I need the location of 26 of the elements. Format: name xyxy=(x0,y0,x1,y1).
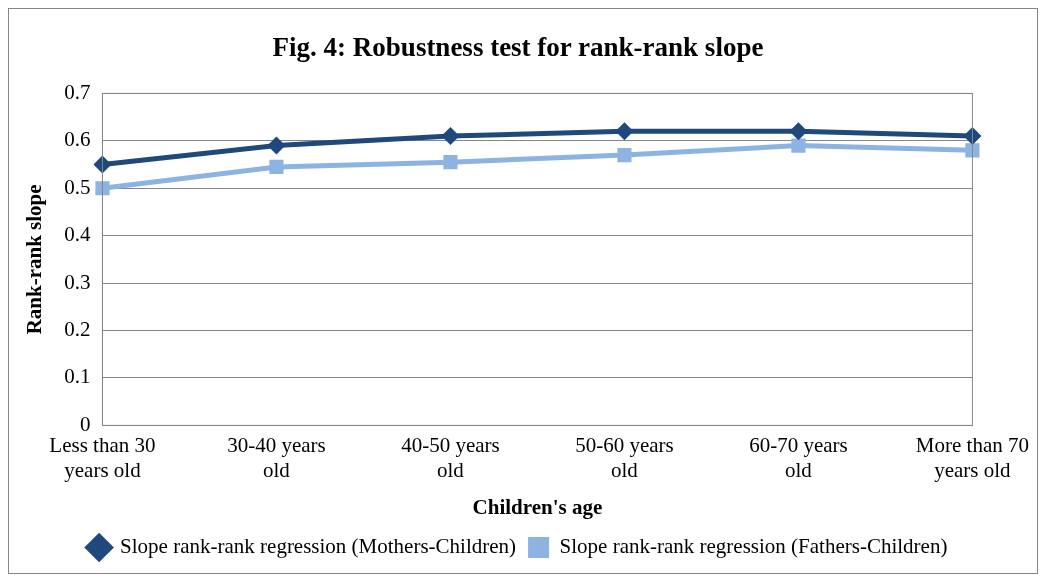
point xyxy=(95,181,110,196)
y-tick-label: 0.6 xyxy=(64,127,91,152)
point xyxy=(615,122,634,141)
y-tick-label: 0.3 xyxy=(64,269,91,294)
x-tick-label: 60-70 years old xyxy=(749,432,848,482)
x-axis-title: Children's age xyxy=(472,494,603,519)
point xyxy=(267,136,286,155)
y-tick-label: 0.4 xyxy=(64,222,91,247)
point xyxy=(269,159,284,174)
x-tick-label: 30-40 years old xyxy=(227,432,326,482)
chart-title: Fig. 4: Robustness test for rank-rank slope xyxy=(272,32,764,63)
y-tick-label: 0.5 xyxy=(64,174,91,199)
point xyxy=(441,127,460,146)
y-tick-label: 0.1 xyxy=(64,364,91,389)
y-tick-label: 0.2 xyxy=(64,317,91,342)
point xyxy=(617,147,632,163)
point xyxy=(443,155,458,170)
x-tick-label: 50-60 years old xyxy=(575,432,674,482)
x-tick-label: More than 70 years old xyxy=(915,432,1030,482)
legend-label: Slope rank-rank regression (Mothers-Children) xyxy=(120,534,517,559)
point xyxy=(965,143,980,158)
x-tick-label: 40-50 years old xyxy=(401,432,500,482)
y-tick-label: 0.7 xyxy=(64,79,91,104)
y-axis-title: Rank-rank slope xyxy=(22,184,47,335)
point xyxy=(791,138,806,153)
legend-label: Slope rank-rank regression (Fathers-Children) xyxy=(559,534,948,559)
